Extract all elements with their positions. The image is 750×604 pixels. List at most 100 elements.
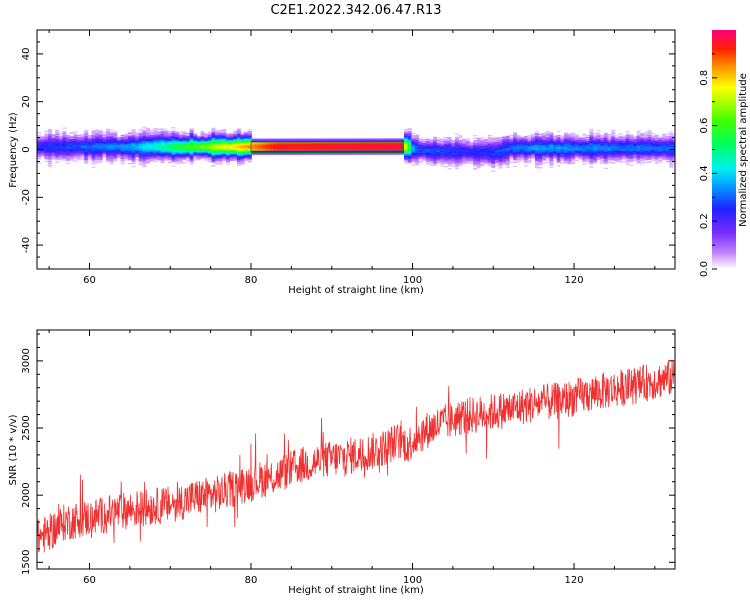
spectrogram-cell bbox=[498, 145, 503, 147]
spectrogram-cell bbox=[167, 140, 172, 143]
spectrogram-cell bbox=[593, 142, 598, 144]
spectrogram-cell bbox=[58, 153, 63, 156]
spectrogram-cell bbox=[225, 135, 231, 137]
spectrogram-cell bbox=[233, 159, 238, 161]
spectrogram-cell bbox=[222, 156, 227, 158]
spectrogram-cell bbox=[465, 158, 470, 160]
spectrogram-cell bbox=[607, 156, 612, 158]
spectrogram-cell bbox=[476, 156, 481, 159]
spectrogram-cell bbox=[484, 152, 489, 154]
spectrogram-cell bbox=[513, 139, 518, 141]
spectrogram-cell bbox=[222, 139, 227, 141]
spectrogram-cell bbox=[622, 141, 627, 143]
spectrogram-cell bbox=[345, 153, 350, 155]
spectrogram-cell bbox=[505, 166, 510, 168]
spectrogram-cell bbox=[582, 149, 587, 151]
spectrogram-cell bbox=[102, 138, 107, 140]
spectrogram-cell bbox=[411, 138, 416, 140]
spectrogram-cell bbox=[505, 158, 510, 160]
spectrogram-cell bbox=[116, 157, 121, 159]
spectrogram-cell bbox=[614, 147, 619, 150]
spectrogram-cell bbox=[222, 131, 227, 133]
spectrogram-cell bbox=[523, 160, 529, 162]
spectrogram-cell bbox=[236, 151, 241, 153]
spectrogram-cell bbox=[433, 155, 438, 157]
spectrogram-cell bbox=[589, 134, 594, 136]
spectrogram-cell bbox=[614, 140, 619, 142]
spectrogram-cell bbox=[218, 148, 223, 150]
spectrogram-cell bbox=[171, 154, 176, 156]
spectrogram-cell bbox=[574, 135, 579, 137]
spectrogram-cell bbox=[607, 137, 612, 139]
spectrogram-cell bbox=[207, 142, 212, 144]
spectrogram-cell bbox=[451, 152, 456, 154]
spectrogram-cell bbox=[618, 150, 623, 152]
spectrogram-cell bbox=[513, 158, 518, 160]
spectrogram-cell bbox=[400, 140, 405, 142]
spectrogram-cell bbox=[120, 144, 125, 146]
spectrogram-cell bbox=[509, 148, 514, 150]
spectrogram-cell bbox=[349, 148, 354, 150]
spectrogram-cell bbox=[469, 156, 474, 158]
spectrogram-cell bbox=[516, 139, 521, 142]
spectrogram-cell bbox=[149, 156, 154, 158]
spectrogram-cell bbox=[407, 138, 412, 140]
spectrogram-cell bbox=[80, 135, 85, 137]
spectrogram-cell bbox=[84, 162, 89, 164]
spectrogram-cell bbox=[465, 139, 470, 142]
spectrogram-cell bbox=[211, 153, 216, 155]
spectrogram-cell bbox=[102, 152, 107, 154]
spectrogram-cell bbox=[116, 144, 121, 146]
spectrogram-cell bbox=[229, 137, 234, 139]
spectrogram-cell bbox=[462, 146, 467, 148]
spectrogram-cell bbox=[44, 134, 49, 137]
spectrogram-cell bbox=[251, 140, 256, 142]
spectrogram-cell bbox=[229, 138, 234, 140]
spectrogram-cell bbox=[393, 144, 398, 146]
spectrogram-cell bbox=[447, 148, 452, 150]
spectrogram-cell bbox=[222, 159, 227, 162]
spectrogram-cell bbox=[425, 149, 430, 151]
spectrogram-cell bbox=[156, 133, 161, 135]
spectrogram-cell bbox=[160, 134, 165, 136]
spectrogram-cell bbox=[320, 146, 325, 148]
spectrogram-cell bbox=[411, 161, 416, 163]
spectrogram-cell bbox=[236, 137, 241, 140]
spectrogram-cell bbox=[240, 141, 245, 144]
spectrogram-cell bbox=[225, 139, 231, 141]
spectrogram-cell bbox=[469, 148, 474, 150]
spectrogram-cell bbox=[436, 158, 441, 160]
spectrogram-cell bbox=[494, 137, 499, 139]
spectrogram-cell bbox=[444, 140, 449, 142]
spectrogram-cell bbox=[37, 156, 42, 158]
spectrogram-cell bbox=[469, 153, 474, 155]
spectrogram-cell bbox=[149, 158, 154, 160]
spectrogram-cell bbox=[473, 142, 478, 144]
spectrogram-cell bbox=[374, 148, 380, 150]
spectrogram-cell bbox=[189, 151, 194, 153]
spectrogram-cell bbox=[593, 135, 598, 137]
spectrogram-cell bbox=[353, 148, 358, 150]
spectrogram-cell bbox=[491, 164, 496, 167]
spectrogram-cell bbox=[367, 147, 372, 149]
spectrogram-cell bbox=[316, 144, 321, 146]
spectrogram-cell bbox=[316, 141, 321, 144]
spectrogram-cell bbox=[389, 143, 394, 145]
spectrogram-cell bbox=[414, 134, 419, 136]
spectrogram-cell bbox=[171, 132, 176, 134]
spectrogram-cell bbox=[549, 140, 554, 142]
spectrogram-cell bbox=[469, 145, 474, 147]
spectrogram-cell bbox=[47, 138, 52, 140]
spectrogram-cell bbox=[480, 139, 485, 142]
spectrogram-cell bbox=[633, 155, 638, 157]
spectrogram-cell bbox=[498, 160, 503, 162]
spectrogram-cell bbox=[178, 136, 183, 138]
spectrogram-cell bbox=[400, 148, 405, 150]
spectrogram-cell bbox=[636, 150, 641, 152]
spectrogram-cell bbox=[178, 155, 183, 157]
spectrogram-cell bbox=[578, 153, 583, 155]
spectrogram-cell bbox=[462, 147, 467, 149]
spectrogram-cell bbox=[429, 151, 434, 153]
spectrogram-cell bbox=[95, 137, 100, 140]
spectrogram-cell bbox=[480, 141, 485, 143]
